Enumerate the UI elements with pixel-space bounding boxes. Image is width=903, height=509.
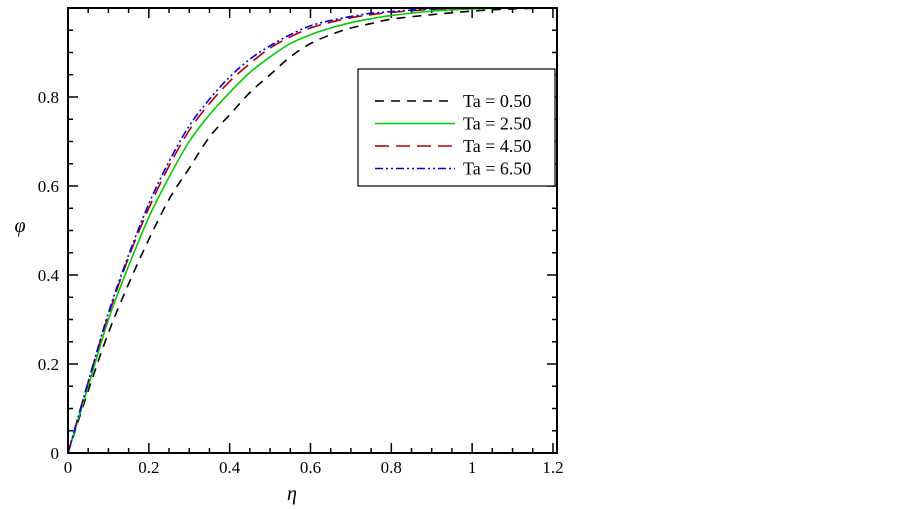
- series-line-3: [67, 7, 553, 454]
- series-lines: [67, 7, 553, 454]
- legend-box: [357, 68, 556, 187]
- y-tick-label: 0.6: [38, 177, 59, 196]
- x-tick-label: 1: [468, 458, 477, 477]
- x-tick-label: 0.2: [138, 458, 159, 477]
- y-tick-label: 0.8: [38, 88, 59, 107]
- y-tick-label: 0.4: [38, 266, 60, 285]
- x-tick-label: 1.2: [542, 458, 563, 477]
- legend-label: Ta = 0.50: [463, 91, 531, 111]
- x-tick-label: 0.8: [381, 458, 402, 477]
- series-line-1: [67, 7, 553, 454]
- series-line-2: [67, 7, 553, 454]
- x-axis-label: η: [287, 483, 297, 505]
- x-tick-label: 0: [64, 458, 73, 477]
- y-axis-label: φ: [14, 215, 25, 237]
- y-tick-label: 0: [51, 444, 60, 463]
- y-tick-label: 0.2: [38, 355, 59, 374]
- ticks: 0 0.2 0.4 0.6 0.8 1 1.2 0 0.2 0.4 0.6 0.8: [38, 7, 564, 477]
- x-tick-label: 0.6: [300, 458, 321, 477]
- legend-label: Ta = 4.50: [463, 136, 531, 156]
- legend-label: Ta = 6.50: [463, 159, 531, 179]
- x-tick-label: 0.4: [219, 458, 241, 477]
- series-line-0: [67, 7, 553, 454]
- legend-label: Ta = 2.50: [463, 114, 531, 134]
- plot-frame: [67, 7, 558, 454]
